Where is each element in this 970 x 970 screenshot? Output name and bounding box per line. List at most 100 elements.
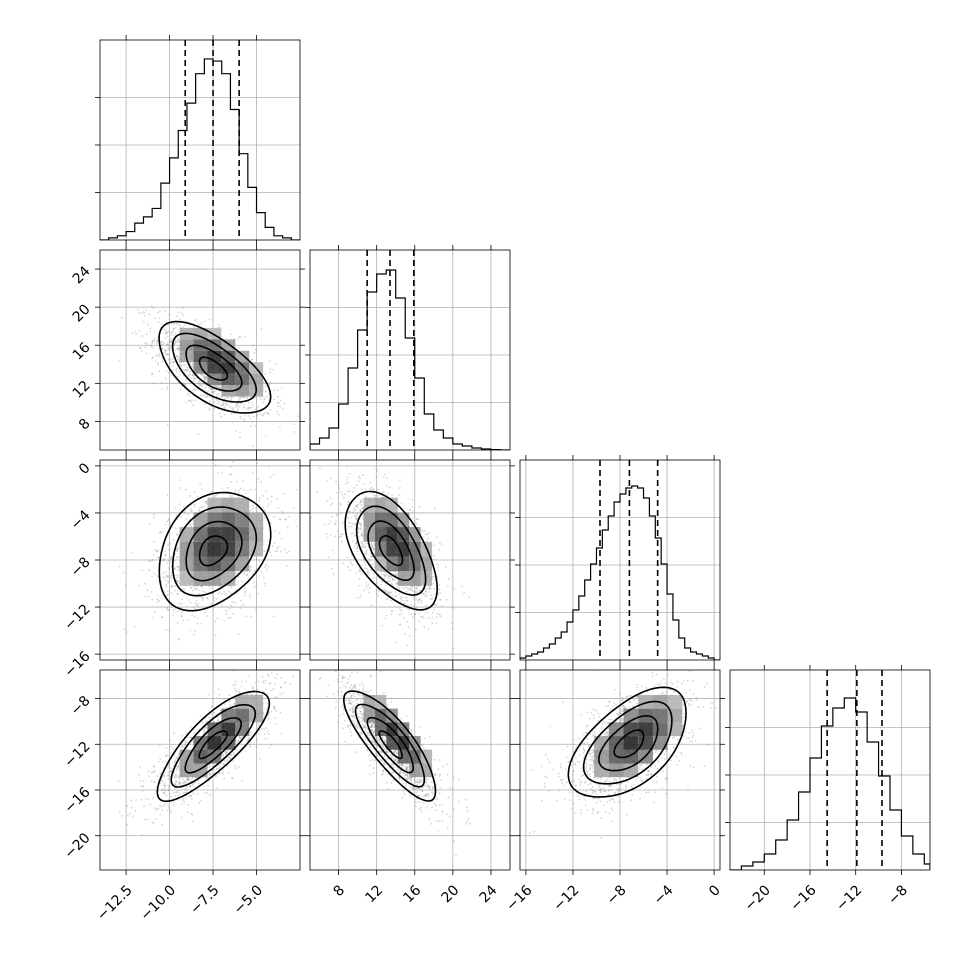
sample-point [273, 515, 276, 518]
sample-point [148, 313, 151, 316]
sample-point [399, 623, 402, 626]
sample-point [360, 527, 362, 530]
sample-point [326, 536, 329, 539]
sample-point [355, 517, 358, 520]
sample-point [406, 607, 409, 610]
density-cell [221, 373, 236, 386]
sample-point [180, 385, 183, 388]
sample-point [386, 590, 388, 593]
sample-point [223, 414, 226, 416]
sample-point [360, 510, 363, 513]
sample-point [145, 309, 148, 312]
sample-point [403, 602, 406, 604]
sample-point [148, 569, 151, 571]
sample-point [167, 324, 169, 326]
sample-point [167, 330, 170, 333]
sample-point [250, 359, 253, 361]
sample-point [238, 405, 241, 408]
sample-point [265, 390, 267, 393]
sample-point [358, 584, 361, 587]
sample-point [365, 551, 368, 553]
sample-point [244, 590, 247, 592]
sample-point [177, 593, 179, 596]
sample-point [249, 568, 252, 571]
sample-point [245, 680, 247, 683]
sample-point [173, 323, 175, 325]
density-cell [207, 339, 222, 351]
sample-point [363, 544, 365, 547]
sample-point [162, 558, 165, 561]
sample-point [354, 509, 357, 511]
sample-point [393, 572, 396, 575]
sample-point [211, 388, 213, 391]
sample-point [231, 421, 234, 424]
sample-point [428, 591, 431, 593]
sample-point [345, 482, 348, 485]
sample-point [359, 523, 362, 526]
sample-point [204, 402, 206, 405]
sample-point [138, 329, 141, 332]
sample-point [169, 542, 172, 545]
sample-point [205, 376, 208, 378]
sample-point [151, 339, 154, 342]
sample-point [177, 356, 180, 358]
sample-point [182, 619, 185, 622]
sample-point [177, 381, 180, 384]
sample-point [163, 559, 166, 562]
sample-point [215, 385, 218, 388]
sample-point [184, 369, 187, 372]
sample-point [163, 782, 166, 785]
sample-point [178, 638, 180, 641]
sample-point [375, 476, 377, 479]
sample-point [230, 398, 233, 401]
sample-point [167, 778, 170, 780]
sample-point [200, 373, 203, 376]
sample-point [245, 396, 248, 399]
sample-point [427, 532, 430, 534]
sample-point [229, 466, 232, 468]
sample-point [387, 591, 389, 594]
sample-point [265, 568, 268, 571]
sample-point [253, 351, 256, 354]
sample-point [280, 537, 283, 540]
sample-point [143, 346, 146, 349]
sample-point [170, 771, 173, 773]
sample-point [163, 558, 166, 561]
sample-point [175, 574, 177, 577]
sample-point [249, 417, 252, 420]
sample-point [188, 495, 191, 497]
sample-point [253, 488, 256, 491]
sample-point [174, 553, 177, 555]
sample-point [192, 375, 195, 378]
sample-point [219, 387, 221, 389]
density-cell [374, 512, 387, 528]
sample-point [188, 399, 191, 402]
sample-point [323, 523, 326, 526]
sample-point [436, 612, 439, 615]
sample-point [182, 780, 185, 783]
sample-point [166, 576, 169, 578]
sample-point [274, 529, 277, 532]
sample-point [361, 535, 364, 537]
sample-point [177, 547, 179, 550]
sample-point [262, 495, 265, 497]
sample-point [355, 518, 358, 521]
sample-point [390, 613, 393, 616]
sample-point [183, 588, 186, 591]
sample-point [318, 456, 320, 458]
sample-point [217, 393, 220, 396]
sample-point [360, 534, 363, 537]
sample-point [212, 398, 215, 400]
density-cell [193, 556, 208, 572]
sample-point [427, 616, 430, 619]
sample-point [168, 318, 171, 321]
sample-point [413, 613, 416, 616]
sample-point [126, 823, 128, 826]
sample-point [345, 478, 348, 481]
sample-point [218, 401, 221, 404]
density-cell [397, 527, 410, 542]
sample-point [217, 323, 220, 326]
sample-point [236, 404, 239, 407]
sample-point [179, 479, 181, 482]
sample-point [182, 505, 185, 508]
